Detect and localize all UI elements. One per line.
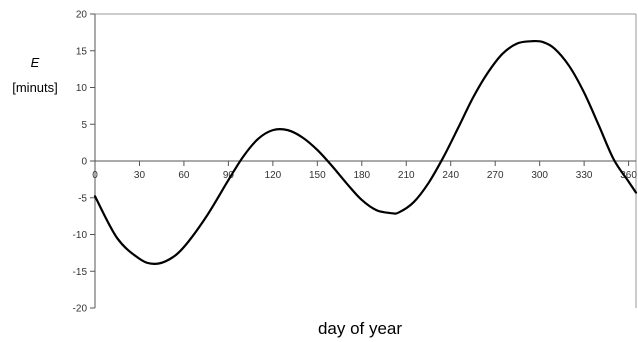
y-tick-label: -20	[73, 304, 88, 315]
x-tick-label: 300	[531, 170, 548, 181]
x-tick-label: 270	[487, 170, 504, 181]
y-tick-label: 0	[81, 157, 87, 168]
y-tick-label: 15	[76, 46, 88, 57]
y-tick-label: 5	[81, 120, 87, 131]
y-tick-label: -5	[78, 193, 87, 204]
x-tick-label: 90	[223, 170, 235, 181]
series-line	[93, 39, 638, 266]
x-tick-label: 60	[178, 170, 190, 181]
x-tick-label: 120	[265, 170, 282, 181]
y-tick-label: -15	[73, 267, 88, 278]
x-tick-label: 30	[134, 170, 146, 181]
x-tick-label: 360	[620, 170, 637, 181]
y-axis-symbol: E	[31, 55, 40, 70]
x-tick-label: 180	[353, 170, 370, 181]
y-tick-label: 20	[76, 10, 88, 21]
x-tick-label: 210	[398, 170, 415, 181]
x-axis-title: day of year	[318, 319, 402, 338]
x-tick-label: 150	[309, 170, 326, 181]
x-tick-label: 330	[576, 170, 593, 181]
x-axis: 0 30 60 90 120 150 180 210 240 270 300 330 360	[92, 160, 637, 181]
y-axis: 20 15 10 5 0 -5 -10 -15 -20	[73, 10, 637, 315]
y-tick-label: 10	[76, 83, 88, 94]
y-axis-unit: [minuts]	[12, 80, 58, 95]
y-tick-label: -10	[73, 230, 88, 241]
x-tick-label: 0	[92, 170, 98, 181]
x-tick-label: 240	[442, 170, 459, 181]
